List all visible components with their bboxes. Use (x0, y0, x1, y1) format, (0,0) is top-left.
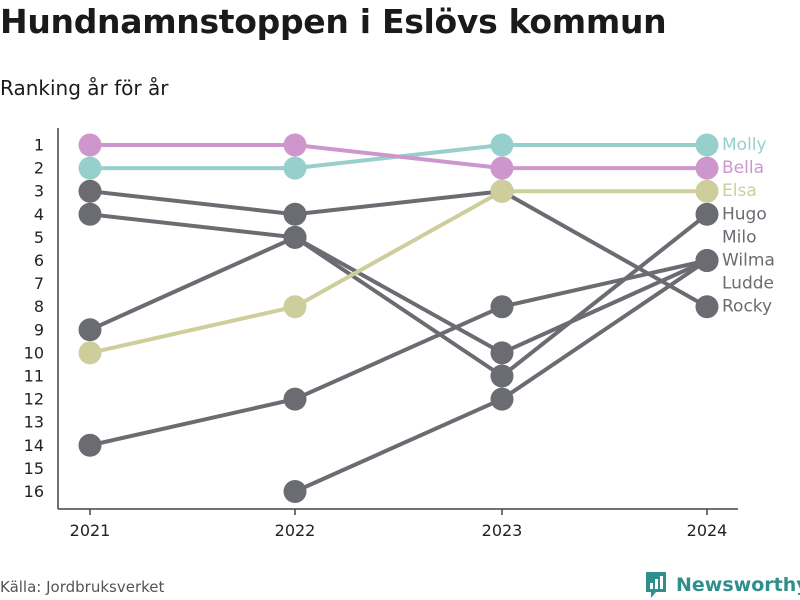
data-point-ludde (695, 249, 719, 272)
y-tick-label: 6 (34, 251, 44, 270)
data-point-wilma (490, 295, 514, 319)
data-point-milo (283, 480, 307, 503)
data-point-molly (78, 156, 102, 180)
chart-title: Hundnamnstoppen i Eslövs kommun (0, 2, 667, 41)
end-label-elsa: Elsa (722, 181, 757, 201)
end-label-ludde: Ludde (722, 274, 774, 294)
data-point-ludde (490, 341, 514, 365)
data-point-molly (283, 156, 307, 180)
data-point-hugo (78, 202, 102, 226)
y-tick-label: 15 (24, 459, 44, 478)
data-point-wilma (78, 433, 102, 457)
end-label-rocky: Rocky (722, 297, 772, 317)
y-tick-label: 5 (34, 228, 44, 247)
chart-subtitle: Ranking år för år (0, 76, 169, 100)
series-line-hugo (88, 212, 709, 378)
data-point-hugo (695, 202, 719, 226)
data-point-hugo (490, 364, 514, 388)
data-point-bella (695, 156, 719, 180)
y-tick-label: 10 (24, 343, 44, 362)
data-point-rocky (283, 202, 307, 226)
brand-name: Newsworthy (676, 574, 800, 596)
end-label-molly: Molly (722, 135, 767, 155)
data-point-ludde (78, 318, 102, 342)
data-point-elsa (283, 295, 307, 319)
x-tick-label: 2021 (70, 521, 111, 540)
y-tick-label: 4 (34, 205, 44, 224)
end-labels: Molly Bella Elsa Hugo Milo Wilma Ludde Rocky (722, 135, 775, 317)
x-tick-label: 2022 (275, 521, 316, 540)
data-point-molly (695, 133, 719, 157)
y-tick-label: 7 (34, 274, 44, 293)
data-point-bella (283, 133, 307, 157)
data-point-elsa (695, 179, 719, 203)
y-tick-label: 16 (24, 482, 44, 501)
data-point-rocky (695, 295, 719, 319)
end-label-hugo: Hugo (722, 204, 767, 224)
data-point-bella (490, 156, 514, 180)
x-tick-label: 2023 (482, 521, 523, 540)
series-points (78, 133, 719, 503)
y-tick-label: 13 (24, 413, 44, 432)
data-point-ludde (283, 225, 307, 249)
end-label-milo: Milo (722, 227, 757, 247)
end-label-wilma: Wilma (722, 251, 775, 271)
y-tick-label: 11 (24, 367, 44, 386)
source-note: Källa: Jordbruksverket (0, 578, 165, 596)
y-tick-label: 8 (34, 297, 44, 316)
series-line-bella (88, 143, 709, 171)
y-tick-label: 12 (24, 390, 44, 409)
y-tick-label: 3 (34, 182, 44, 201)
series-line-elsa (88, 189, 709, 355)
data-point-bella (78, 133, 102, 157)
newsworthy-logo-icon (646, 572, 666, 598)
data-point-elsa (490, 179, 514, 203)
y-tick-label: 1 (34, 136, 44, 155)
y-tick-label: 2 (34, 159, 44, 178)
series-lines (88, 143, 709, 494)
data-point-molly (490, 133, 514, 157)
data-point-elsa (78, 341, 102, 365)
end-label-bella: Bella (722, 158, 764, 178)
data-point-milo (490, 387, 514, 411)
data-point-rocky (78, 179, 102, 203)
series-line-wilma (88, 258, 709, 448)
series-line-ludde (88, 235, 709, 355)
series-line-rocky (88, 189, 709, 309)
x-tick-label: 2024 (687, 521, 728, 540)
y-tick-label: 9 (34, 320, 44, 339)
y-tick-label: 14 (24, 436, 44, 455)
data-point-wilma (283, 387, 307, 411)
brand-logo: Newsworthy (644, 570, 800, 600)
